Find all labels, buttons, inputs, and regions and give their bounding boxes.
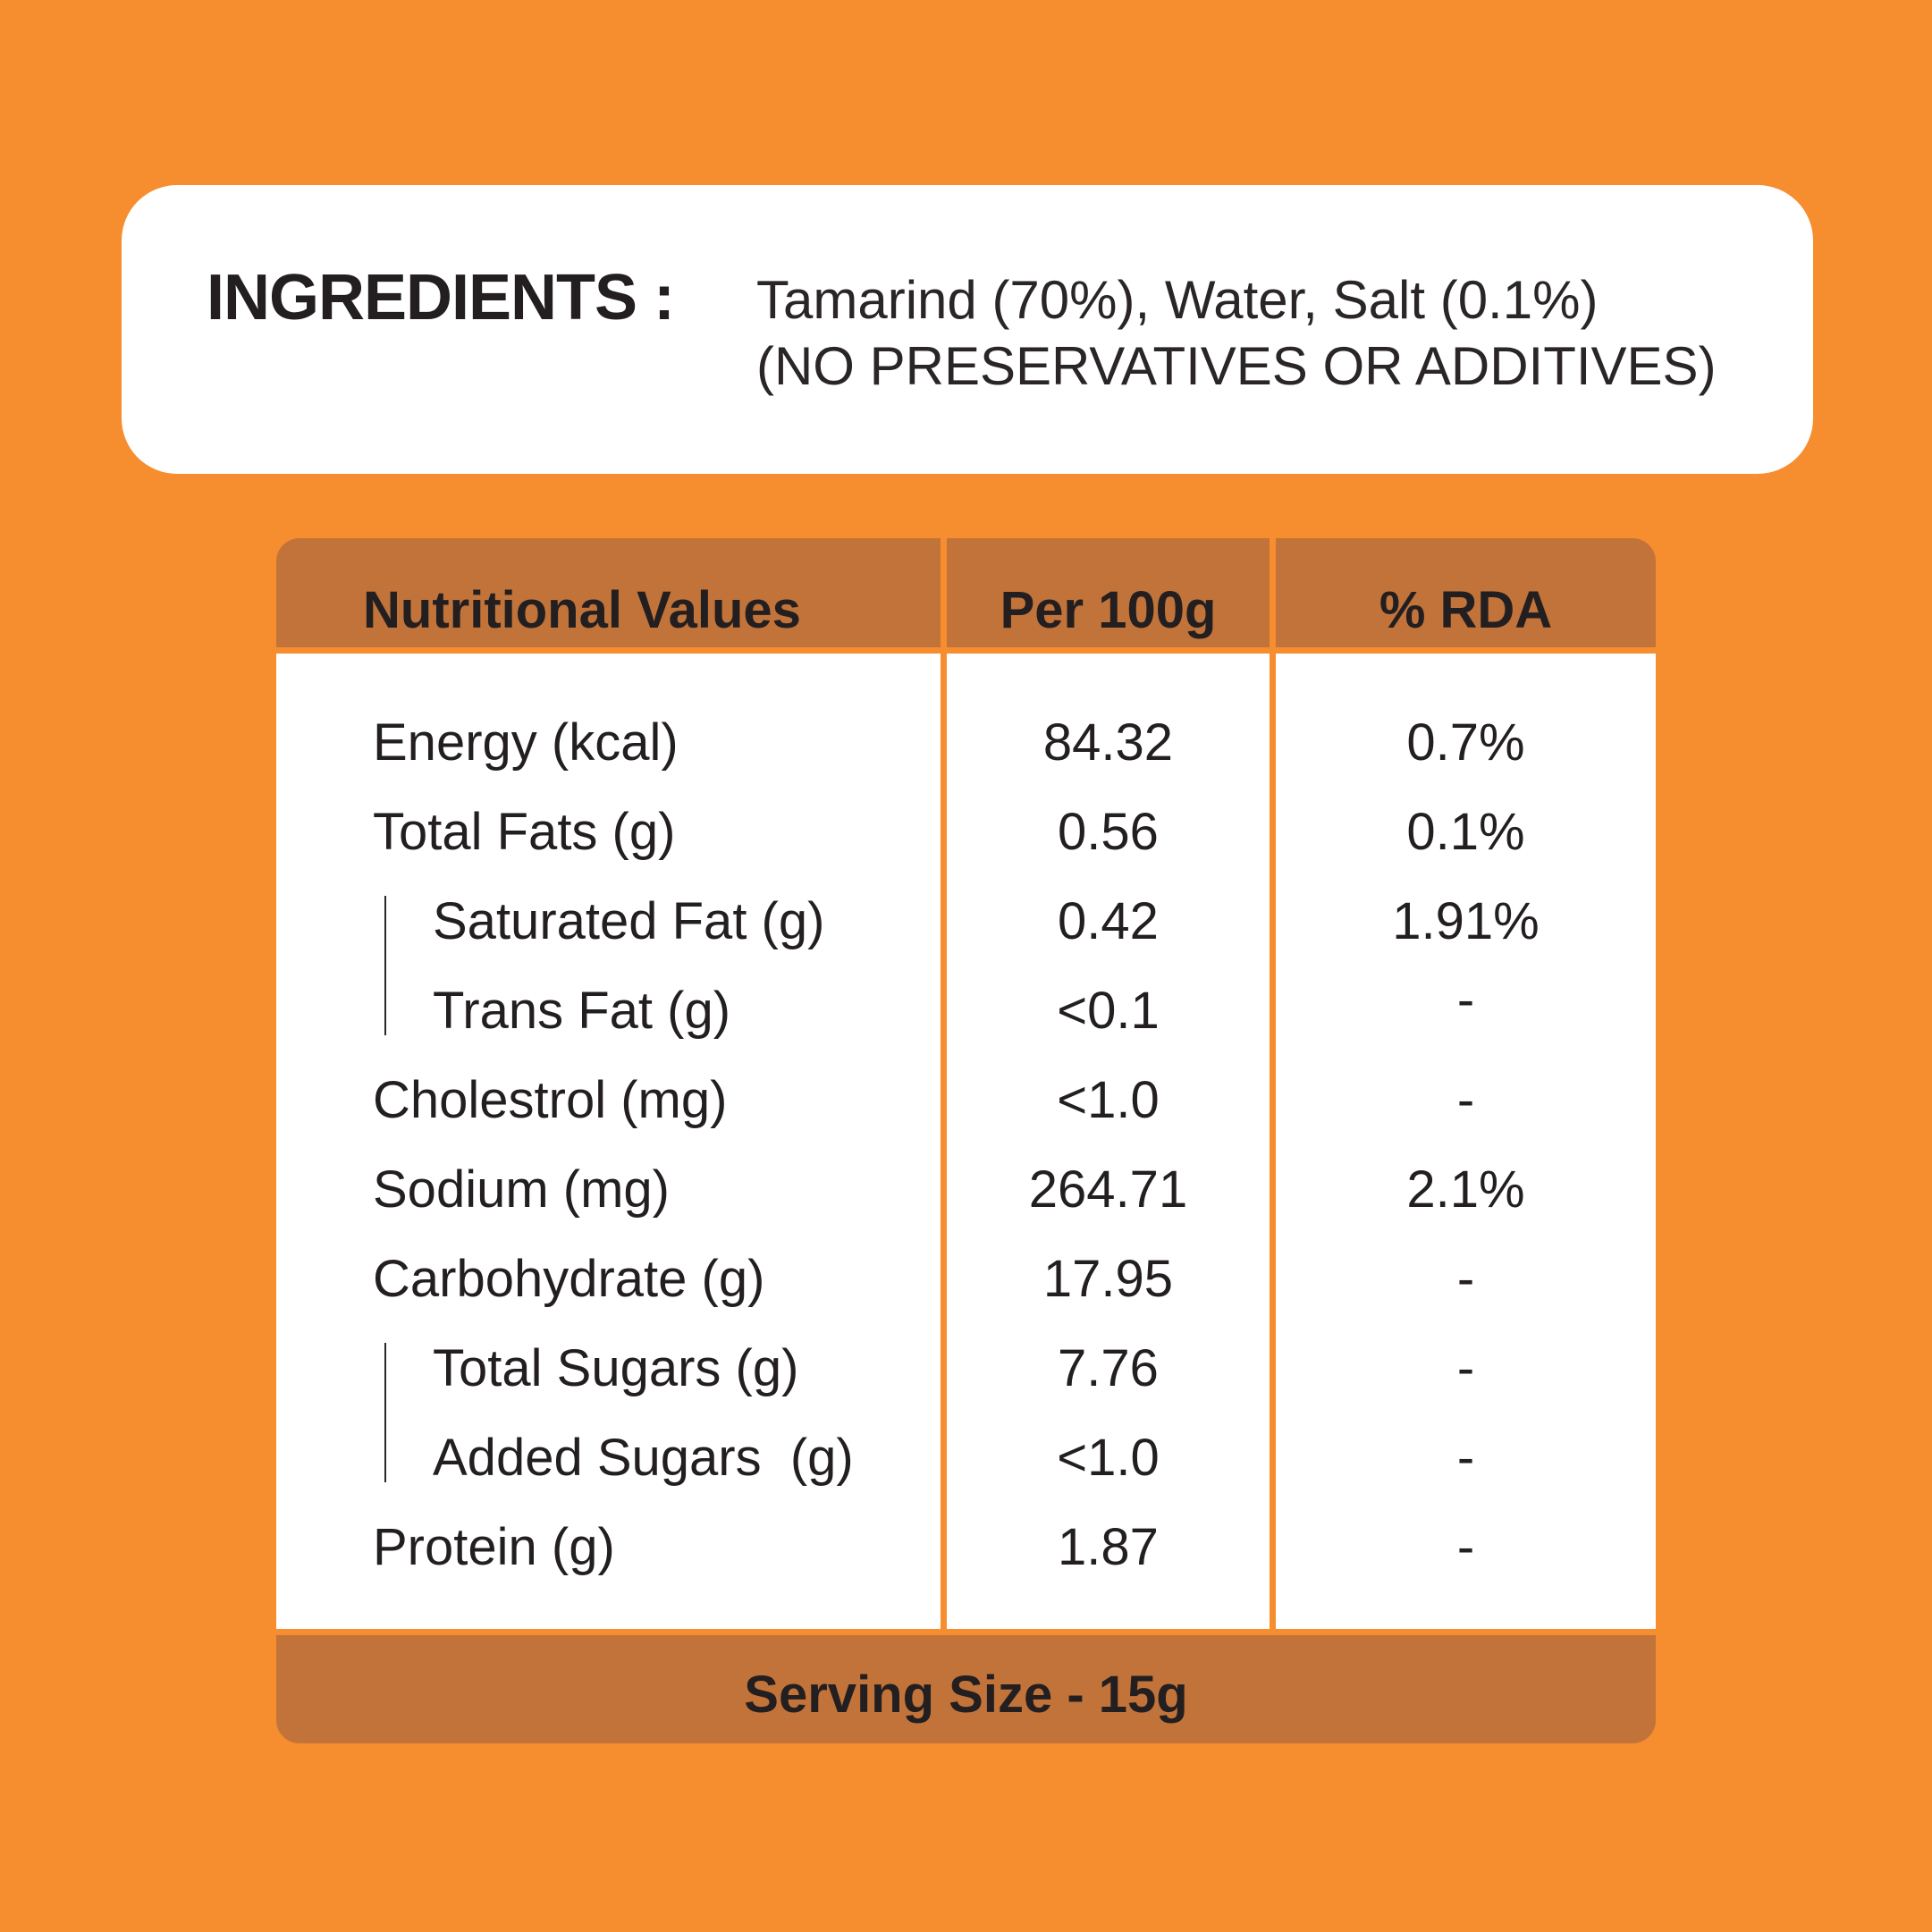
serving-size-footer: Serving Size - 15g [276, 1635, 1656, 1743]
nutrient-rda: - [1456, 971, 1475, 1029]
ingredients-heading: INGREDIENTS : [207, 262, 675, 333]
nutrient-name: Added Sugars (g) [433, 1429, 854, 1487]
table-row: Trans Fat (g) <0.1 - [276, 974, 1656, 1075]
nutrient-name: Trans Fat (g) [433, 982, 731, 1040]
header-per-100g-label: Per 100g [1000, 581, 1217, 639]
nutrient-name: Protein (g) [373, 1518, 615, 1576]
ingredients-card: INGREDIENTS : Tamarind (70%), Water, Sal… [122, 185, 1813, 474]
nutrient-per-100g: 264.71 [1028, 1160, 1188, 1219]
table-row: Cholestrol (mg) <1.0 - [276, 1075, 1656, 1164]
ingredients-line-1: Tamarind (70%), Water, Salt (0.1%) [756, 270, 1599, 330]
nutrient-per-100g: <1.0 [1057, 1429, 1160, 1487]
table-row: Carbohydrate (g) 17.95 - [276, 1253, 1656, 1343]
nutrient-name: Total Fats (g) [373, 803, 676, 861]
table-row: Saturated Fat (g) 0.42 1.91% [276, 896, 1656, 985]
nutrient-per-100g: 7.76 [1058, 1339, 1159, 1397]
nutrient-rda: - [1456, 1250, 1475, 1308]
nutrient-per-100g: <1.0 [1057, 1071, 1160, 1129]
nutrient-per-100g: 0.42 [1058, 892, 1159, 950]
nutrient-rda: 1.91% [1392, 892, 1540, 950]
ingredients-text: Tamarind (70%), Water, Salt (0.1%) (NO P… [756, 267, 1717, 400]
header-nutritional-values: Nutritional Values [276, 538, 941, 647]
table-row: Energy (kcal) 84.32 0.7% [276, 717, 1656, 806]
ingredients-line-2: (NO PRESERVATIVES OR ADDITIVES) [756, 336, 1717, 396]
nutrient-rda: 2.1% [1406, 1160, 1525, 1219]
nutrient-name: Cholestrol (mg) [373, 1071, 728, 1129]
fats-subgroup-bar [384, 896, 386, 1035]
nutrient-name: Sodium (mg) [373, 1160, 670, 1219]
header-nutritional-values-label: Nutritional Values [363, 581, 801, 639]
carbohydrate-subgroup-bar [384, 1343, 386, 1482]
column-nutrient-names [276, 654, 941, 1629]
nutrient-rda: 0.1% [1406, 803, 1525, 861]
table-row: Total Sugars (g) 7.76 - [276, 1343, 1656, 1432]
nutrient-name: Saturated Fat (g) [433, 892, 825, 950]
nutrient-per-100g: 1.87 [1058, 1518, 1159, 1576]
nutrient-per-100g: 0.56 [1058, 803, 1159, 861]
table-row: Total Fats (g) 0.56 0.1% [276, 806, 1656, 896]
column-rda [1276, 654, 1656, 1629]
nutrient-rda: 0.7% [1406, 713, 1525, 772]
table-row: Protein (g) 1.87 - [276, 1522, 1656, 1611]
nutrition-table: Nutritional Values Per 100g % RDA Energy… [276, 538, 1656, 1743]
table-row: Added Sugars (g) <1.0 - [276, 1432, 1656, 1522]
nutrient-per-100g: <0.1 [1057, 982, 1160, 1040]
header-rda: % RDA [1276, 538, 1656, 647]
nutrient-rda: - [1456, 1071, 1475, 1129]
serving-size-label: Serving Size - 15g [744, 1666, 1188, 1724]
nutrient-per-100g: 17.95 [1042, 1250, 1174, 1308]
nutrient-name: Energy (kcal) [373, 713, 679, 772]
nutrient-name: Total Sugars (g) [433, 1339, 799, 1397]
nutrient-rda: - [1456, 1518, 1475, 1576]
nutrient-name: Carbohydrate (g) [373, 1250, 765, 1308]
column-per-100g [947, 654, 1270, 1629]
nutrient-rda: - [1456, 1339, 1475, 1397]
header-per-100g: Per 100g [947, 538, 1270, 647]
table-row: Sodium (mg) 264.71 2.1% [276, 1164, 1656, 1253]
nutrient-per-100g: 84.32 [1042, 713, 1174, 772]
nutrient-rda: - [1456, 1429, 1475, 1487]
header-rda-label: % RDA [1379, 581, 1553, 639]
